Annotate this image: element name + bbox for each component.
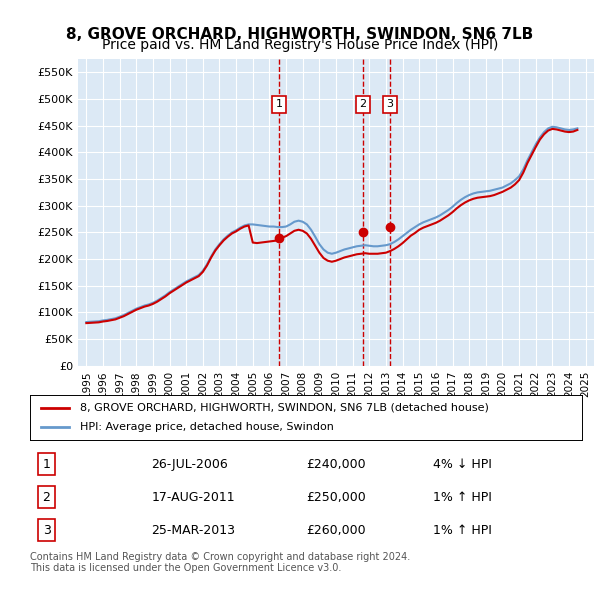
Text: Contains HM Land Registry data © Crown copyright and database right 2024.
This d: Contains HM Land Registry data © Crown c…	[30, 552, 410, 573]
Text: 8, GROVE ORCHARD, HIGHWORTH, SWINDON, SN6 7LB: 8, GROVE ORCHARD, HIGHWORTH, SWINDON, SN…	[67, 27, 533, 41]
Text: 3: 3	[386, 99, 393, 109]
Text: 1% ↑ HPI: 1% ↑ HPI	[433, 490, 492, 504]
Text: 8, GROVE ORCHARD, HIGHWORTH, SWINDON, SN6 7LB (detached house): 8, GROVE ORCHARD, HIGHWORTH, SWINDON, SN…	[80, 403, 488, 412]
Text: 4% ↓ HPI: 4% ↓ HPI	[433, 457, 492, 471]
Text: £260,000: £260,000	[306, 523, 365, 537]
Text: £250,000: £250,000	[306, 490, 366, 504]
Text: 2: 2	[359, 99, 367, 109]
Text: 3: 3	[43, 523, 50, 537]
Text: 25-MAR-2013: 25-MAR-2013	[151, 523, 235, 537]
Text: 17-AUG-2011: 17-AUG-2011	[151, 490, 235, 504]
Text: HPI: Average price, detached house, Swindon: HPI: Average price, detached house, Swin…	[80, 422, 334, 432]
Text: 2: 2	[43, 490, 50, 504]
Text: 26-JUL-2006: 26-JUL-2006	[151, 457, 228, 471]
Text: £240,000: £240,000	[306, 457, 365, 471]
Text: 1% ↑ HPI: 1% ↑ HPI	[433, 523, 492, 537]
Text: Price paid vs. HM Land Registry's House Price Index (HPI): Price paid vs. HM Land Registry's House …	[102, 38, 498, 53]
Text: 1: 1	[43, 457, 50, 471]
Text: 1: 1	[275, 99, 283, 109]
